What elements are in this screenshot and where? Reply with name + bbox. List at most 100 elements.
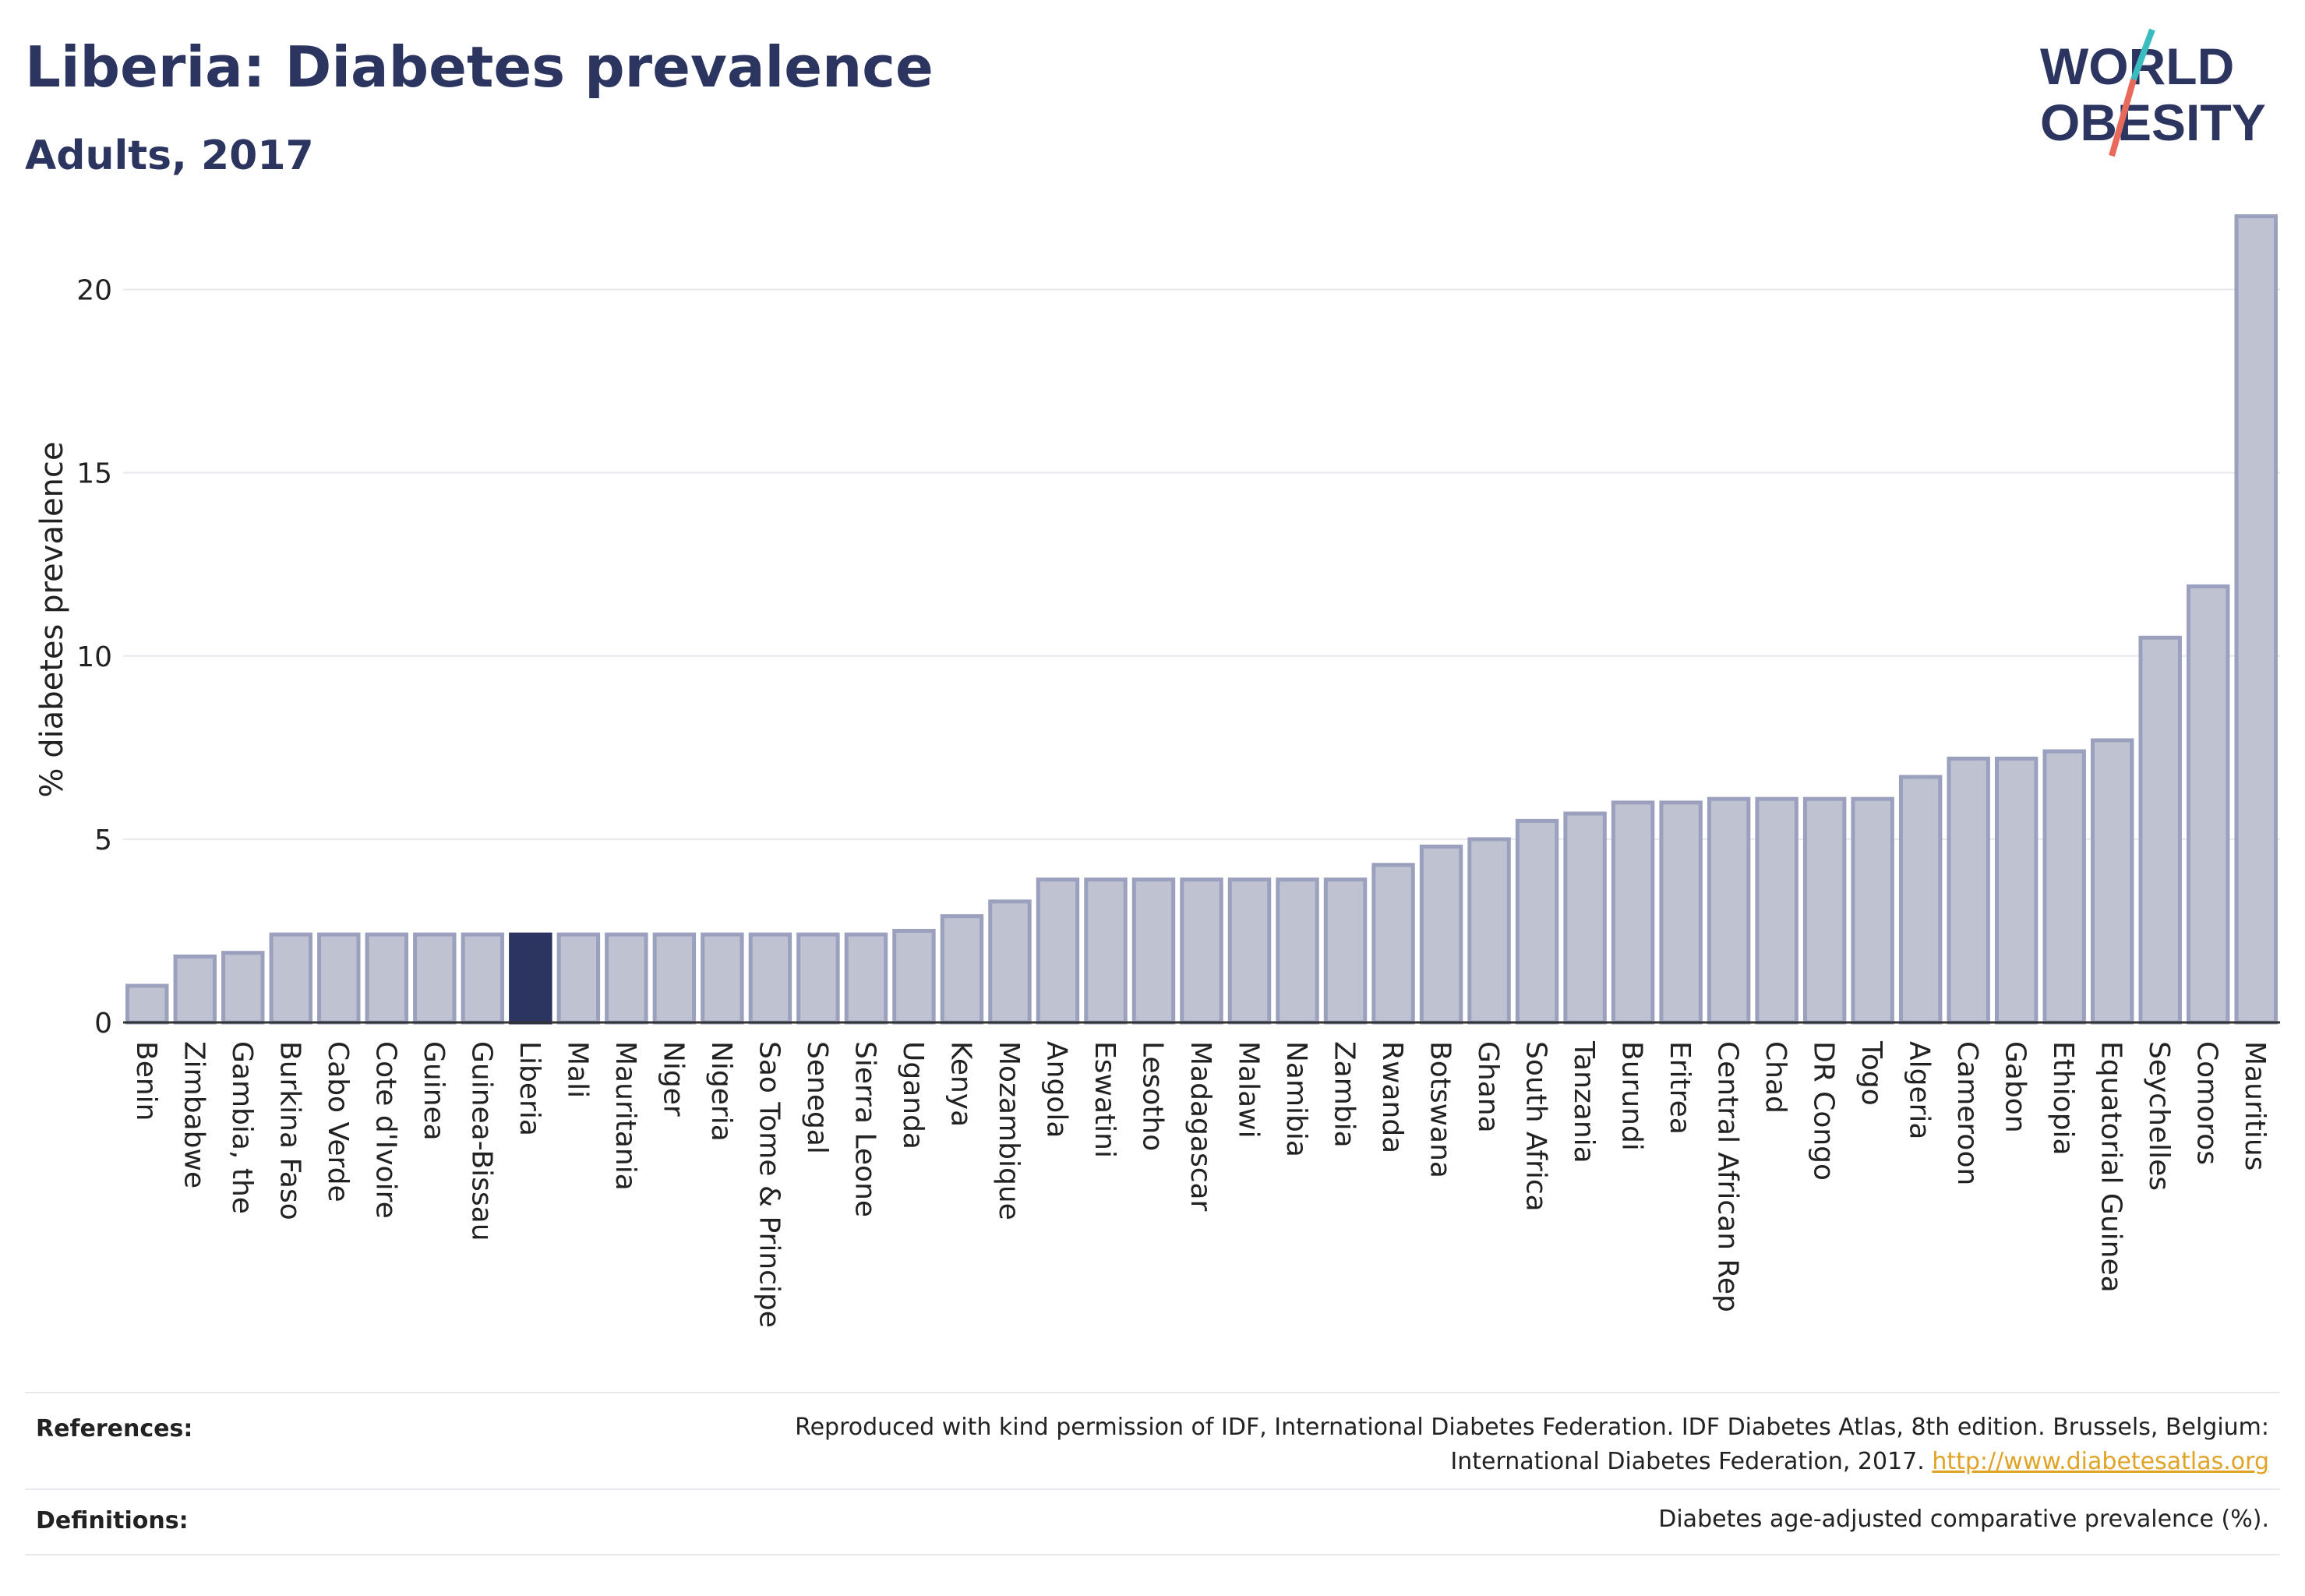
x-tick-label: Ethiopia	[2047, 1041, 2079, 1156]
x-tick-label: Zambia	[1329, 1041, 1361, 1148]
chart-title: Liberia: Diabetes prevalence	[25, 34, 934, 100]
references-row: References: Reproduced with kind permiss…	[25, 1392, 2280, 1490]
bar	[748, 932, 792, 1025]
x-tick-label: Burkina Faso	[274, 1041, 305, 1220]
references-line-2-text: International Diabetes Federation, 2017.	[1450, 1448, 1925, 1475]
x-tick-label: Rwanda	[1376, 1041, 1408, 1153]
x-tick-label: Gabon	[2000, 1041, 2031, 1133]
x-tick-label: Seychelles	[2143, 1041, 2175, 1191]
bar	[1898, 775, 1943, 1025]
x-tick-label: Algeria	[1904, 1041, 1936, 1140]
x-tick-label: Sierra Leone	[849, 1041, 881, 1217]
bar	[1947, 756, 1990, 1025]
references-label: References:	[36, 1415, 193, 1442]
bar	[221, 951, 265, 1025]
chart-subtitle: Adults, 2017	[25, 132, 314, 179]
bar	[365, 932, 409, 1025]
bar	[2187, 584, 2230, 1025]
bar	[1563, 811, 1607, 1025]
bar	[1755, 796, 1798, 1025]
logo-slash-coral	[2109, 78, 2137, 157]
x-tick-label: Angola	[1040, 1041, 1072, 1138]
bar	[701, 932, 744, 1025]
bar	[1131, 877, 1176, 1025]
logo-text-obesity: OBESITY	[2040, 94, 2266, 151]
x-tick-label: Cameroon	[1951, 1041, 1983, 1185]
definitions-label: Definitions:	[36, 1507, 189, 1534]
x-tick-label: Togo	[1855, 1040, 1887, 1106]
y-tick-label: 10	[76, 641, 112, 673]
y-tick-label: 20	[76, 275, 112, 307]
diabetes-atlas-link[interactable]: http://www.diabetesatlas.org	[1932, 1448, 2269, 1475]
bar	[1180, 877, 1223, 1025]
bar-chart: 0 5 10 15 20 Benin Zimbabwe Gambia, the Burkina …	[34, 214, 2280, 1328]
bar	[988, 899, 1032, 1025]
bar	[1276, 877, 1319, 1025]
x-tick-label: Namibia	[1280, 1041, 1312, 1157]
bar	[2090, 738, 2134, 1025]
x-tick-label: Comoros	[2191, 1041, 2223, 1165]
bar	[1611, 800, 1655, 1025]
x-tick-label: Equatorial Guinea	[2095, 1041, 2127, 1293]
x-tick-label: Cabo Verde	[322, 1041, 354, 1202]
definitions-row: Definitions: Diabetes age-adjusted compa…	[25, 1488, 2280, 1555]
x-tick-label: Mauritius	[2239, 1041, 2271, 1171]
bar	[413, 932, 457, 1025]
logo-slash-teal	[2130, 28, 2155, 81]
x-tick-label: Nigeria	[705, 1041, 737, 1142]
x-tick-label: Burundi	[1616, 1041, 1648, 1151]
bar	[556, 932, 601, 1025]
x-tick-label: DR Congo	[1808, 1041, 1840, 1181]
bar	[1659, 800, 1703, 1025]
bar	[461, 932, 505, 1025]
x-tick-label: Kenya	[944, 1041, 976, 1127]
bar	[1323, 877, 1368, 1025]
axes: 0 5 10 15 20 Benin Zimbabwe Gambia, the Burkina …	[76, 275, 2280, 1328]
x-tick-label: Eritrea	[1664, 1041, 1696, 1135]
x-tick-label: Madagascar	[1184, 1041, 1216, 1212]
bar-highlight	[509, 932, 552, 1025]
x-tick-label: Guinea	[418, 1041, 450, 1141]
x-tick-label: South Africa	[1520, 1041, 1552, 1212]
y-tick-label: 15	[76, 458, 112, 490]
x-tick-label: Botswana	[1424, 1041, 1456, 1178]
bar	[1419, 844, 1463, 1025]
x-tick-label: Liberia	[514, 1041, 545, 1136]
bar	[2138, 635, 2182, 1025]
x-tick-label: Cote d'Ivoire	[369, 1041, 401, 1219]
bar	[1802, 796, 1847, 1025]
bar	[2234, 214, 2278, 1025]
x-tick-label: Gambia, the	[226, 1041, 258, 1214]
references-line-2: International Diabetes Federation, 2017.…	[795, 1445, 2269, 1479]
x-tick-label: Ghana	[1472, 1041, 1504, 1133]
bar	[2042, 749, 2086, 1025]
y-tick-label: 5	[94, 824, 112, 856]
y-tick-label: 0	[94, 1008, 112, 1040]
bar	[796, 932, 840, 1025]
x-tick-label: Mauritania	[609, 1041, 641, 1191]
bar	[1515, 818, 1559, 1025]
x-tick-label: Guinea-Bissau	[465, 1041, 497, 1241]
x-tick-label: Tanzania	[1568, 1040, 1600, 1163]
bar	[269, 932, 313, 1025]
bars	[125, 214, 2278, 1025]
bar	[173, 954, 217, 1025]
bar	[652, 932, 697, 1025]
x-tick-label: Mali	[561, 1041, 593, 1098]
bar	[1994, 756, 2038, 1025]
x-tick-label: Lesotho	[1136, 1041, 1168, 1151]
definitions-text: Diabetes age-adjusted comparative preval…	[1658, 1506, 2269, 1533]
x-tick-label: Chad	[1760, 1041, 1791, 1114]
x-tick-label: Sao Tome & Principe	[753, 1041, 785, 1328]
x-tick-label: Niger	[657, 1041, 689, 1117]
x-tick-label: Eswatini	[1089, 1041, 1121, 1158]
references-text: Reproduced with kind permission of IDF, …	[795, 1411, 2269, 1479]
references-line-1: Reproduced with kind permission of IDF, …	[795, 1414, 2269, 1441]
footer-bottom-rule	[25, 1554, 2280, 1555]
x-tick-label: Mozambique	[993, 1041, 1025, 1220]
x-tick-label: Senegal	[801, 1041, 833, 1154]
y-axis-title: % diabetes prevalence	[34, 441, 70, 797]
x-tick-label: Zimbabwe	[178, 1041, 210, 1188]
bar	[892, 928, 936, 1025]
bar	[1707, 796, 1751, 1025]
